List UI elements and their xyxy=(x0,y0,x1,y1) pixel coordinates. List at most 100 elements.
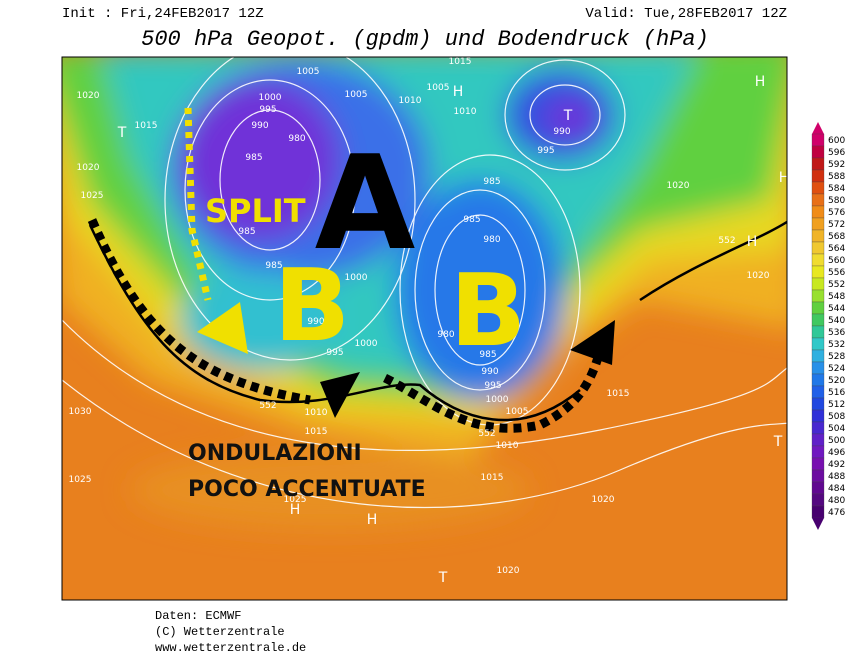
colorbar: 600 596 592 588 584 580 576 572 568 564 560 556 552 5… xyxy=(811,122,845,530)
isobar-label: 1005 xyxy=(297,67,320,77)
colorbar-swatch xyxy=(811,385,825,399)
isobar-label: 990 xyxy=(481,367,498,377)
colorbar-label: 560 xyxy=(828,256,845,266)
isobar-label: 985 xyxy=(479,350,496,360)
colorbar-label: 484 xyxy=(828,484,845,494)
colorbar-label: 512 xyxy=(828,400,845,410)
pressure-center: T xyxy=(773,434,783,450)
isobar-label: 1025 xyxy=(69,475,92,485)
isobar-label: 1020 xyxy=(497,566,520,576)
isobar-label: 985 xyxy=(463,215,480,225)
colorbar-swatch xyxy=(811,349,825,363)
colorbar-label: 540 xyxy=(828,316,845,326)
isobar-label: 1000 xyxy=(355,339,378,349)
isobar-label: 995 xyxy=(326,348,343,358)
isobar-label: 985 xyxy=(265,261,282,271)
isobar-label: 985 xyxy=(238,227,255,237)
colorbar-swatch xyxy=(811,409,825,423)
colorbar-label: 588 xyxy=(828,172,845,182)
footer-copyright: (C) Wetterzentrale xyxy=(155,625,285,639)
colorbar-swatch xyxy=(811,373,825,387)
map-frame xyxy=(61,56,788,601)
pressure-center: H xyxy=(779,170,790,186)
isobar-label: 1005 xyxy=(345,90,368,100)
colorbar-label: 584 xyxy=(828,184,845,194)
colorbar-swatch xyxy=(811,157,825,171)
colorbar-label: 564 xyxy=(828,244,845,254)
colorbar-swatch xyxy=(811,337,825,351)
colorbar-swatch xyxy=(811,397,825,411)
colorbar-label: 556 xyxy=(828,268,845,278)
colorbar-label: 508 xyxy=(828,412,845,422)
pressure-center: T xyxy=(563,108,573,124)
colorbar-label: 532 xyxy=(828,340,845,350)
pressure-center: T xyxy=(438,570,448,586)
colorbar-swatch xyxy=(811,169,825,183)
colorbar-label: 576 xyxy=(828,208,845,218)
colorbar-label: 516 xyxy=(828,388,845,398)
isobar-label: 1010 xyxy=(496,441,519,451)
colorbar-label: 552 xyxy=(828,280,845,290)
pressure-center: H xyxy=(747,234,758,250)
colorbar-swatch xyxy=(811,481,825,495)
valid-text: Valid: Tue,28FEB2017 12Z xyxy=(585,6,787,22)
colorbar-label: 596 xyxy=(828,148,845,158)
isobar-label: 985 xyxy=(483,177,500,187)
colorbar-swatch xyxy=(811,421,825,435)
isobar-label: 1020 xyxy=(592,495,615,505)
colorbar-swatch xyxy=(811,181,825,195)
isobar-label: 1010 xyxy=(305,408,328,418)
low-label-east: B xyxy=(450,252,526,369)
colorbar-swatch xyxy=(811,469,825,483)
colorbar-label: 496 xyxy=(828,448,845,458)
init-text: Init : Fri,24FEB2017 12Z xyxy=(62,6,264,22)
colorbar-swatch xyxy=(811,133,825,147)
colorbar-swatch xyxy=(811,361,825,375)
colorbar-label: 520 xyxy=(828,376,845,386)
colorbar-swatch xyxy=(811,265,825,279)
isobar-label: 1015 xyxy=(481,473,504,483)
isobar-label: 990 xyxy=(307,317,324,327)
isobar-label: 1020 xyxy=(77,163,100,173)
colorbar-swatch xyxy=(811,145,825,159)
colorbar-swatch xyxy=(811,313,825,327)
isobar-label: 1020 xyxy=(747,271,770,281)
isobar-label: 990 xyxy=(553,127,570,137)
map-title: 500 hPa Geopot. (gpdm) und Bodendruck (h… xyxy=(141,27,709,52)
colorbar-label: 600 xyxy=(828,136,845,146)
colorbar-swatch xyxy=(811,193,825,207)
colorbar-swatch xyxy=(811,253,825,267)
colorbar-swatch xyxy=(811,205,825,219)
isobar-label: 1005 xyxy=(506,407,529,417)
isobar-label: 995 xyxy=(484,381,501,391)
map-area: 1005 1000 995 990 985 980 1005 1010 1005 1015 1010… xyxy=(62,57,790,600)
colorbar-label: 504 xyxy=(828,424,845,434)
colorbar-swatch xyxy=(811,277,825,291)
footer-url: www.wetterzentrale.de xyxy=(155,641,306,655)
isobar-label: 1015 xyxy=(305,427,328,437)
isobar-label: 552 xyxy=(259,401,276,411)
isobar-label: 990 xyxy=(251,121,268,131)
colorbar-swatch xyxy=(811,217,825,231)
isobar-label: 1025 xyxy=(284,495,307,505)
low-label-west: B xyxy=(274,247,350,364)
colorbar-swatch xyxy=(811,457,825,471)
colorbar-label: 476 xyxy=(828,508,845,518)
pressure-center: H xyxy=(755,74,766,90)
colorbar-swatch xyxy=(811,493,825,507)
isobar-label: 1020 xyxy=(667,181,690,191)
isobar-label: 980 xyxy=(288,134,305,144)
colorbar-label: 568 xyxy=(828,232,845,242)
colorbar-label: 528 xyxy=(828,352,845,362)
isobar-label: 552 xyxy=(478,429,495,439)
colorbar-swatch xyxy=(811,325,825,339)
colorbar-label: 580 xyxy=(828,196,845,206)
colorbar-label: 592 xyxy=(828,160,845,170)
isobar-label: 1005 xyxy=(427,83,450,93)
colorbar-cap xyxy=(812,122,824,134)
note-line: ONDULAZIONI xyxy=(188,441,362,466)
isobar-label: 552 xyxy=(718,236,735,246)
colorbar-swatch xyxy=(811,241,825,255)
isobar-label: 1030 xyxy=(69,407,92,417)
